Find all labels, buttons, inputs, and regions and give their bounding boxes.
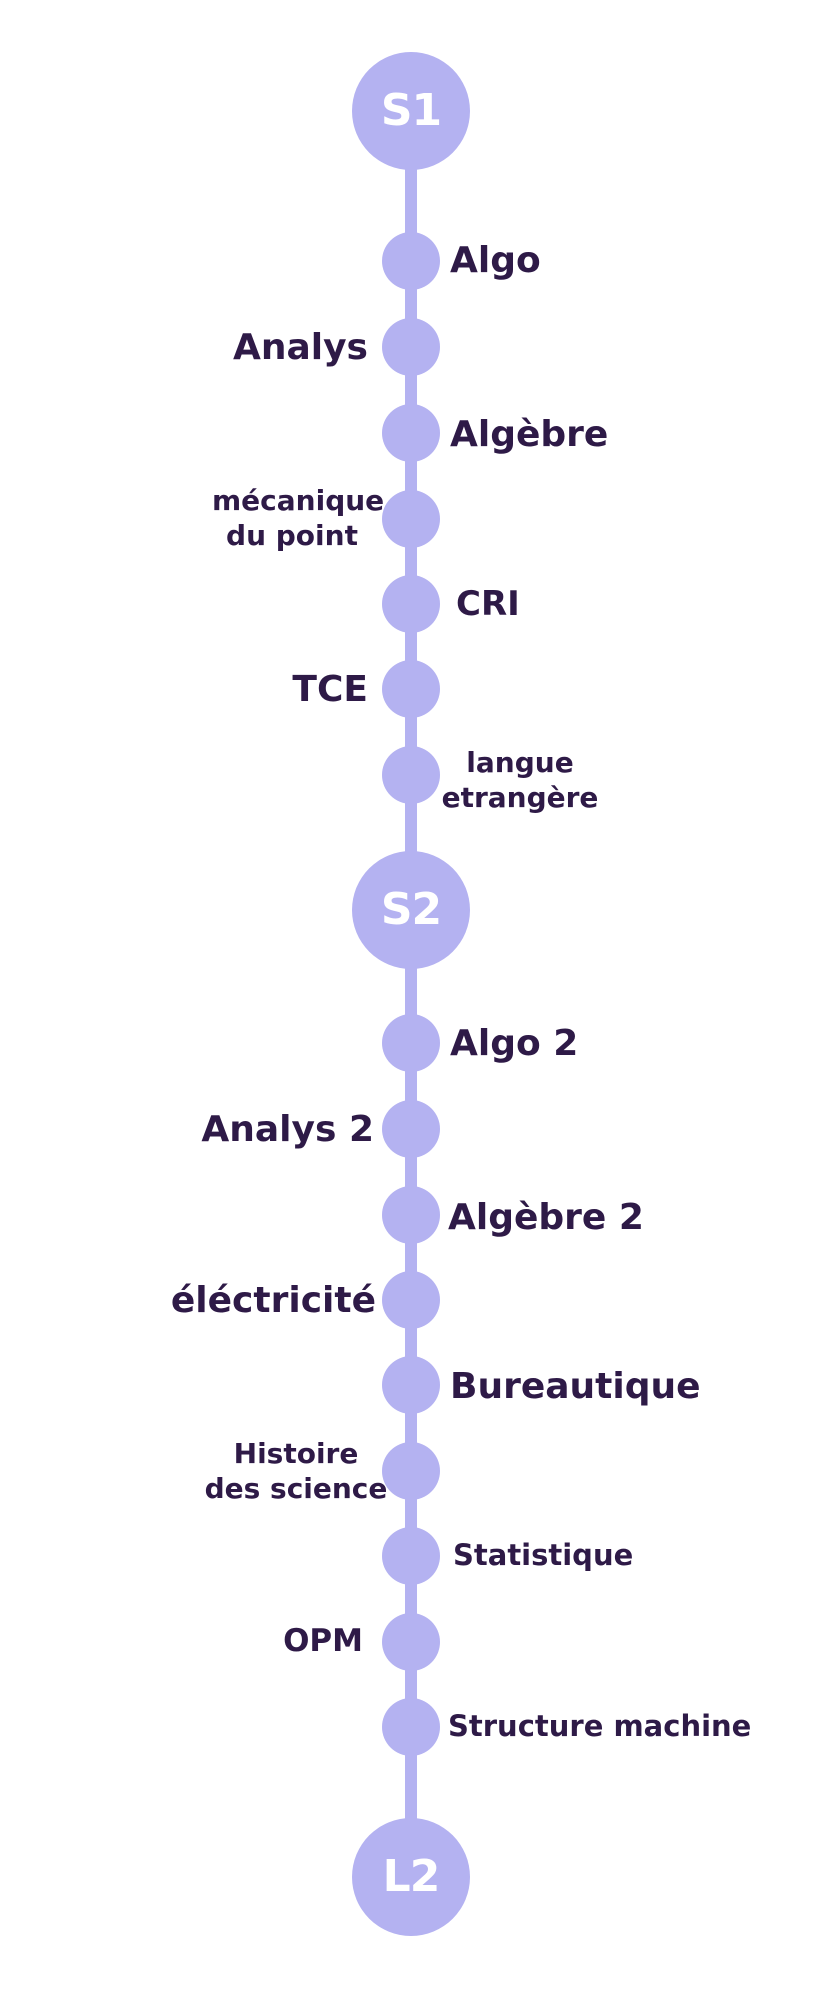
label-algebre-2: Algèbre 2 [448, 1197, 644, 1238]
label-analys-2: Analys 2 [201, 1109, 374, 1150]
label-langue-line1: langue [466, 746, 574, 779]
label-algebre: Algèbre [450, 414, 609, 455]
node-algebre-2 [382, 1186, 440, 1244]
label-langue: langue etrangère [440, 745, 600, 815]
label-langue-line2: etrangère [441, 781, 599, 814]
node-electricite [382, 1271, 440, 1329]
label-opm: OPM [283, 1623, 363, 1659]
label-mecanique: mécanique du point [212, 483, 385, 553]
label-bureautique: Bureautique [450, 1366, 701, 1407]
node-algo-2 [382, 1014, 440, 1072]
label-statistique: Statistique [453, 1538, 634, 1572]
node-statistique [382, 1527, 440, 1585]
label-analys: Analys [232, 327, 368, 368]
timeline-line [405, 110, 417, 1880]
label-electricite: éléctricité [170, 1280, 376, 1321]
node-algo [382, 232, 440, 290]
label-cri: CRI [456, 584, 520, 624]
node-tce [382, 660, 440, 718]
node-opm [382, 1613, 440, 1671]
label-algo: Algo [450, 240, 541, 281]
node-cri [382, 575, 440, 633]
label-histoire: Histoire des science [196, 1436, 396, 1506]
label-histoire-line1: Histoire [233, 1437, 359, 1470]
label-tce: TCE [292, 669, 368, 710]
milestone-s2: S2 [352, 851, 470, 969]
milestone-l2: L2 [352, 1818, 470, 1936]
milestone-s1: S1 [352, 52, 470, 170]
node-analys-2 [382, 1100, 440, 1158]
node-langue [382, 746, 440, 804]
label-structure-machine: Structure machine [448, 1709, 752, 1743]
node-histoire [382, 1442, 440, 1500]
node-bureautique [382, 1356, 440, 1414]
node-analys [382, 318, 440, 376]
node-mecanique [382, 490, 440, 548]
label-mecanique-line2: du point [226, 519, 358, 552]
node-algebre [382, 404, 440, 462]
label-mecanique-line1: mécanique [212, 484, 385, 517]
label-histoire-line2: des science [204, 1472, 388, 1505]
node-structure-machine [382, 1698, 440, 1756]
label-algo-2: Algo 2 [450, 1023, 579, 1064]
